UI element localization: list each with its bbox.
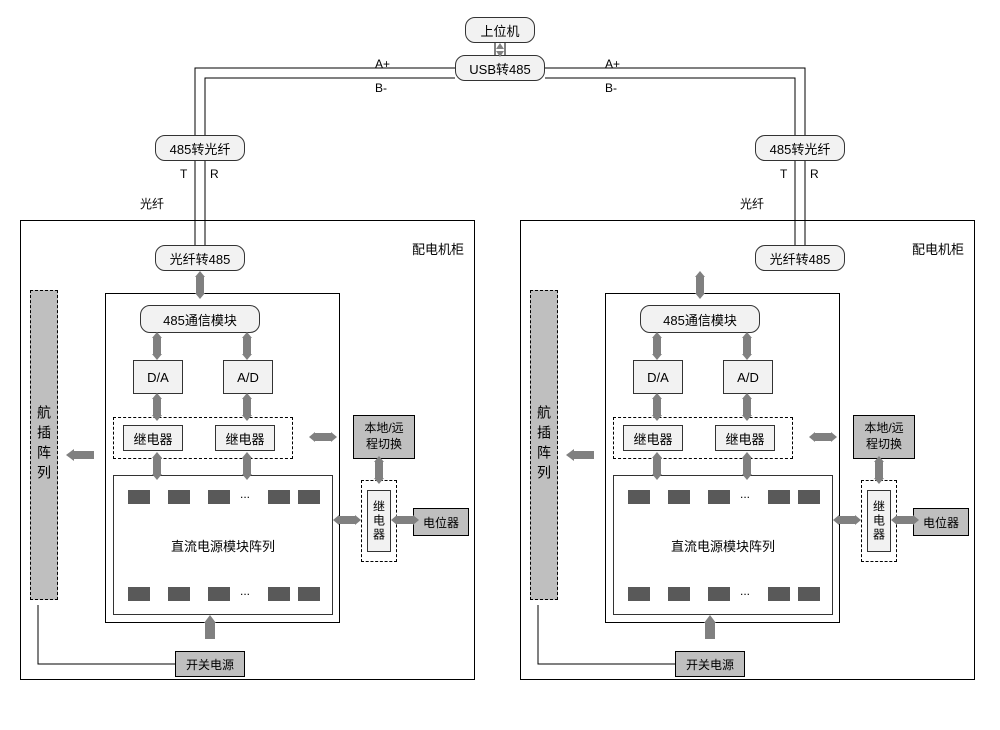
conv485fiber-right: 485转光纤 [755,135,845,161]
bminus-left: B- [375,81,387,95]
cabinet-left-title: 配电机柜 [412,239,464,258]
relay2-left: 继电器 [215,425,275,451]
connector-right: 航插阵列 [530,290,558,600]
aplus-left: A+ [375,57,390,71]
r-right: R [810,167,819,181]
usb485-label: USB转485 [469,59,530,78]
relay-v-right: 继电器 [867,490,891,552]
fiber-right: 光纤 [740,195,764,212]
bminus-right: B- [605,81,617,95]
fiber-left: 光纤 [140,195,164,212]
psu-right: 开关电源 [675,651,745,677]
host-label: 上位机 [480,21,519,40]
usb485-node: USB转485 [455,55,545,81]
host-node: 上位机 [465,17,535,43]
r-left: R [210,167,219,181]
pot-right: 电位器 [913,508,969,536]
da-right: D/A [633,360,683,394]
relay2-right: 继电器 [715,425,775,451]
conv485fiber-left: 485转光纤 [155,135,245,161]
local-remote-right: 本地/远 程切换 [853,415,915,459]
ad-left: A/D [223,360,273,394]
da-left: D/A [133,360,183,394]
diagram-canvas: 上位机 USB转485 A+ B- A+ B- 485转光纤 485转光纤 T … [15,15,985,715]
t-left: T [180,167,187,181]
fiberTo485-right: 光纤转485 [755,245,845,271]
aplus-right: A+ [605,57,620,71]
psu-left: 开关电源 [175,651,245,677]
relay1-left: 继电器 [123,425,183,451]
fiberTo485-left: 光纤转485 [155,245,245,271]
ad-right: A/D [723,360,773,394]
comm485-right: 485通信模块 [640,305,760,333]
cabinet-right-title: 配电机柜 [912,239,964,258]
t-right: T [780,167,787,181]
connector-left: 航插阵列 [30,290,58,600]
relay-v-left: 继电器 [367,490,391,552]
relay1-right: 继电器 [623,425,683,451]
comm485-left: 485通信模块 [140,305,260,333]
pot-left: 电位器 [413,508,469,536]
local-remote-left: 本地/远 程切换 [353,415,415,459]
